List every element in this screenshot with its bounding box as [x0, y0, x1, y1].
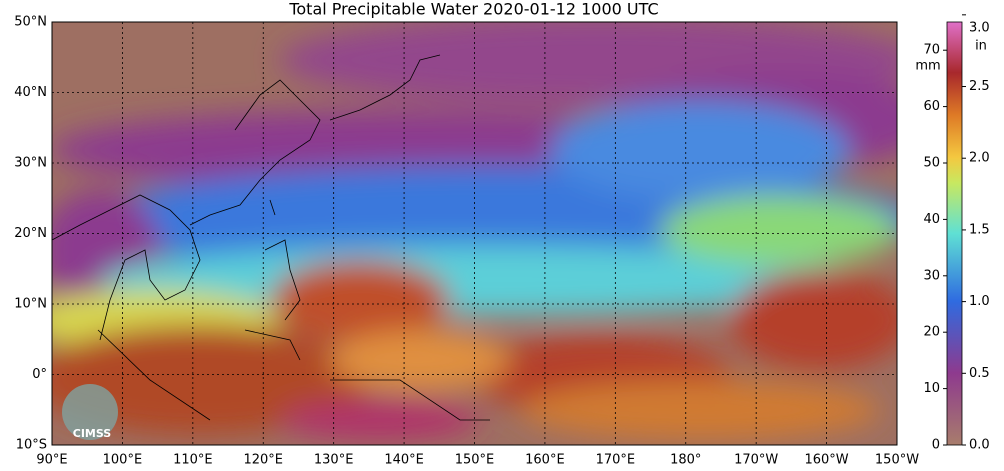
- lon-label: 150°W: [875, 453, 919, 468]
- mm-tick-label: 60: [923, 99, 940, 114]
- lon-label: 160°W: [804, 453, 848, 468]
- lon-label: 170°W: [734, 453, 778, 468]
- graticule: [52, 22, 897, 445]
- mm-unit: mm: [915, 59, 940, 74]
- map-frame: [51, 21, 898, 446]
- lon-label: 180°: [670, 453, 701, 468]
- logo-text: CIMSS: [73, 427, 112, 440]
- logo: CIMSS: [62, 384, 118, 440]
- mm-tick-label: 50: [923, 156, 940, 171]
- lon-label: 110°E: [173, 453, 213, 468]
- in-tick-label: 0.5: [969, 366, 990, 381]
- tpw-map: [52, 22, 897, 445]
- lon-label: 100°E: [103, 453, 143, 468]
- lon-label: 150°E: [455, 453, 495, 468]
- mm-tick-label: 10: [923, 381, 940, 396]
- in-tick-label: 2.5: [969, 79, 990, 94]
- lon-label: 120°E: [243, 453, 283, 468]
- mm-tick-label: 30: [923, 268, 940, 283]
- lon-label: 140°E: [384, 453, 424, 468]
- in-tick-label: 1.5: [969, 222, 990, 237]
- lon-label: 160°E: [525, 453, 565, 468]
- lat-label: 20°N: [14, 226, 47, 241]
- lat-label: 10°N: [14, 297, 47, 312]
- mm-tick-label: 40: [923, 212, 940, 227]
- colorbar: [946, 21, 963, 446]
- in-tick-label: 2.0: [969, 151, 990, 166]
- in-unit: in: [975, 39, 987, 54]
- lon-label: 170°E: [596, 453, 636, 468]
- lat-label: 50°N: [14, 15, 47, 30]
- lat-label: 10°S: [16, 438, 47, 453]
- mm-tick-label: 70: [923, 43, 940, 58]
- in-tick-label: 0.0: [969, 438, 990, 453]
- lon-label: 90°E: [36, 453, 67, 468]
- in-tick-label: 1.0: [969, 294, 990, 309]
- title: Total Precipitable Water 2020-01-12 1000…: [288, 0, 658, 19]
- lat-label: 30°N: [14, 156, 47, 171]
- in-tick-label: 3.0: [969, 21, 990, 36]
- mm-tick-label: 0: [932, 438, 940, 453]
- mm-tick-label: 20: [923, 325, 940, 340]
- lat-label: 40°N: [14, 85, 47, 100]
- lon-label: 130°E: [314, 453, 354, 468]
- lat-label: 0°: [32, 367, 47, 382]
